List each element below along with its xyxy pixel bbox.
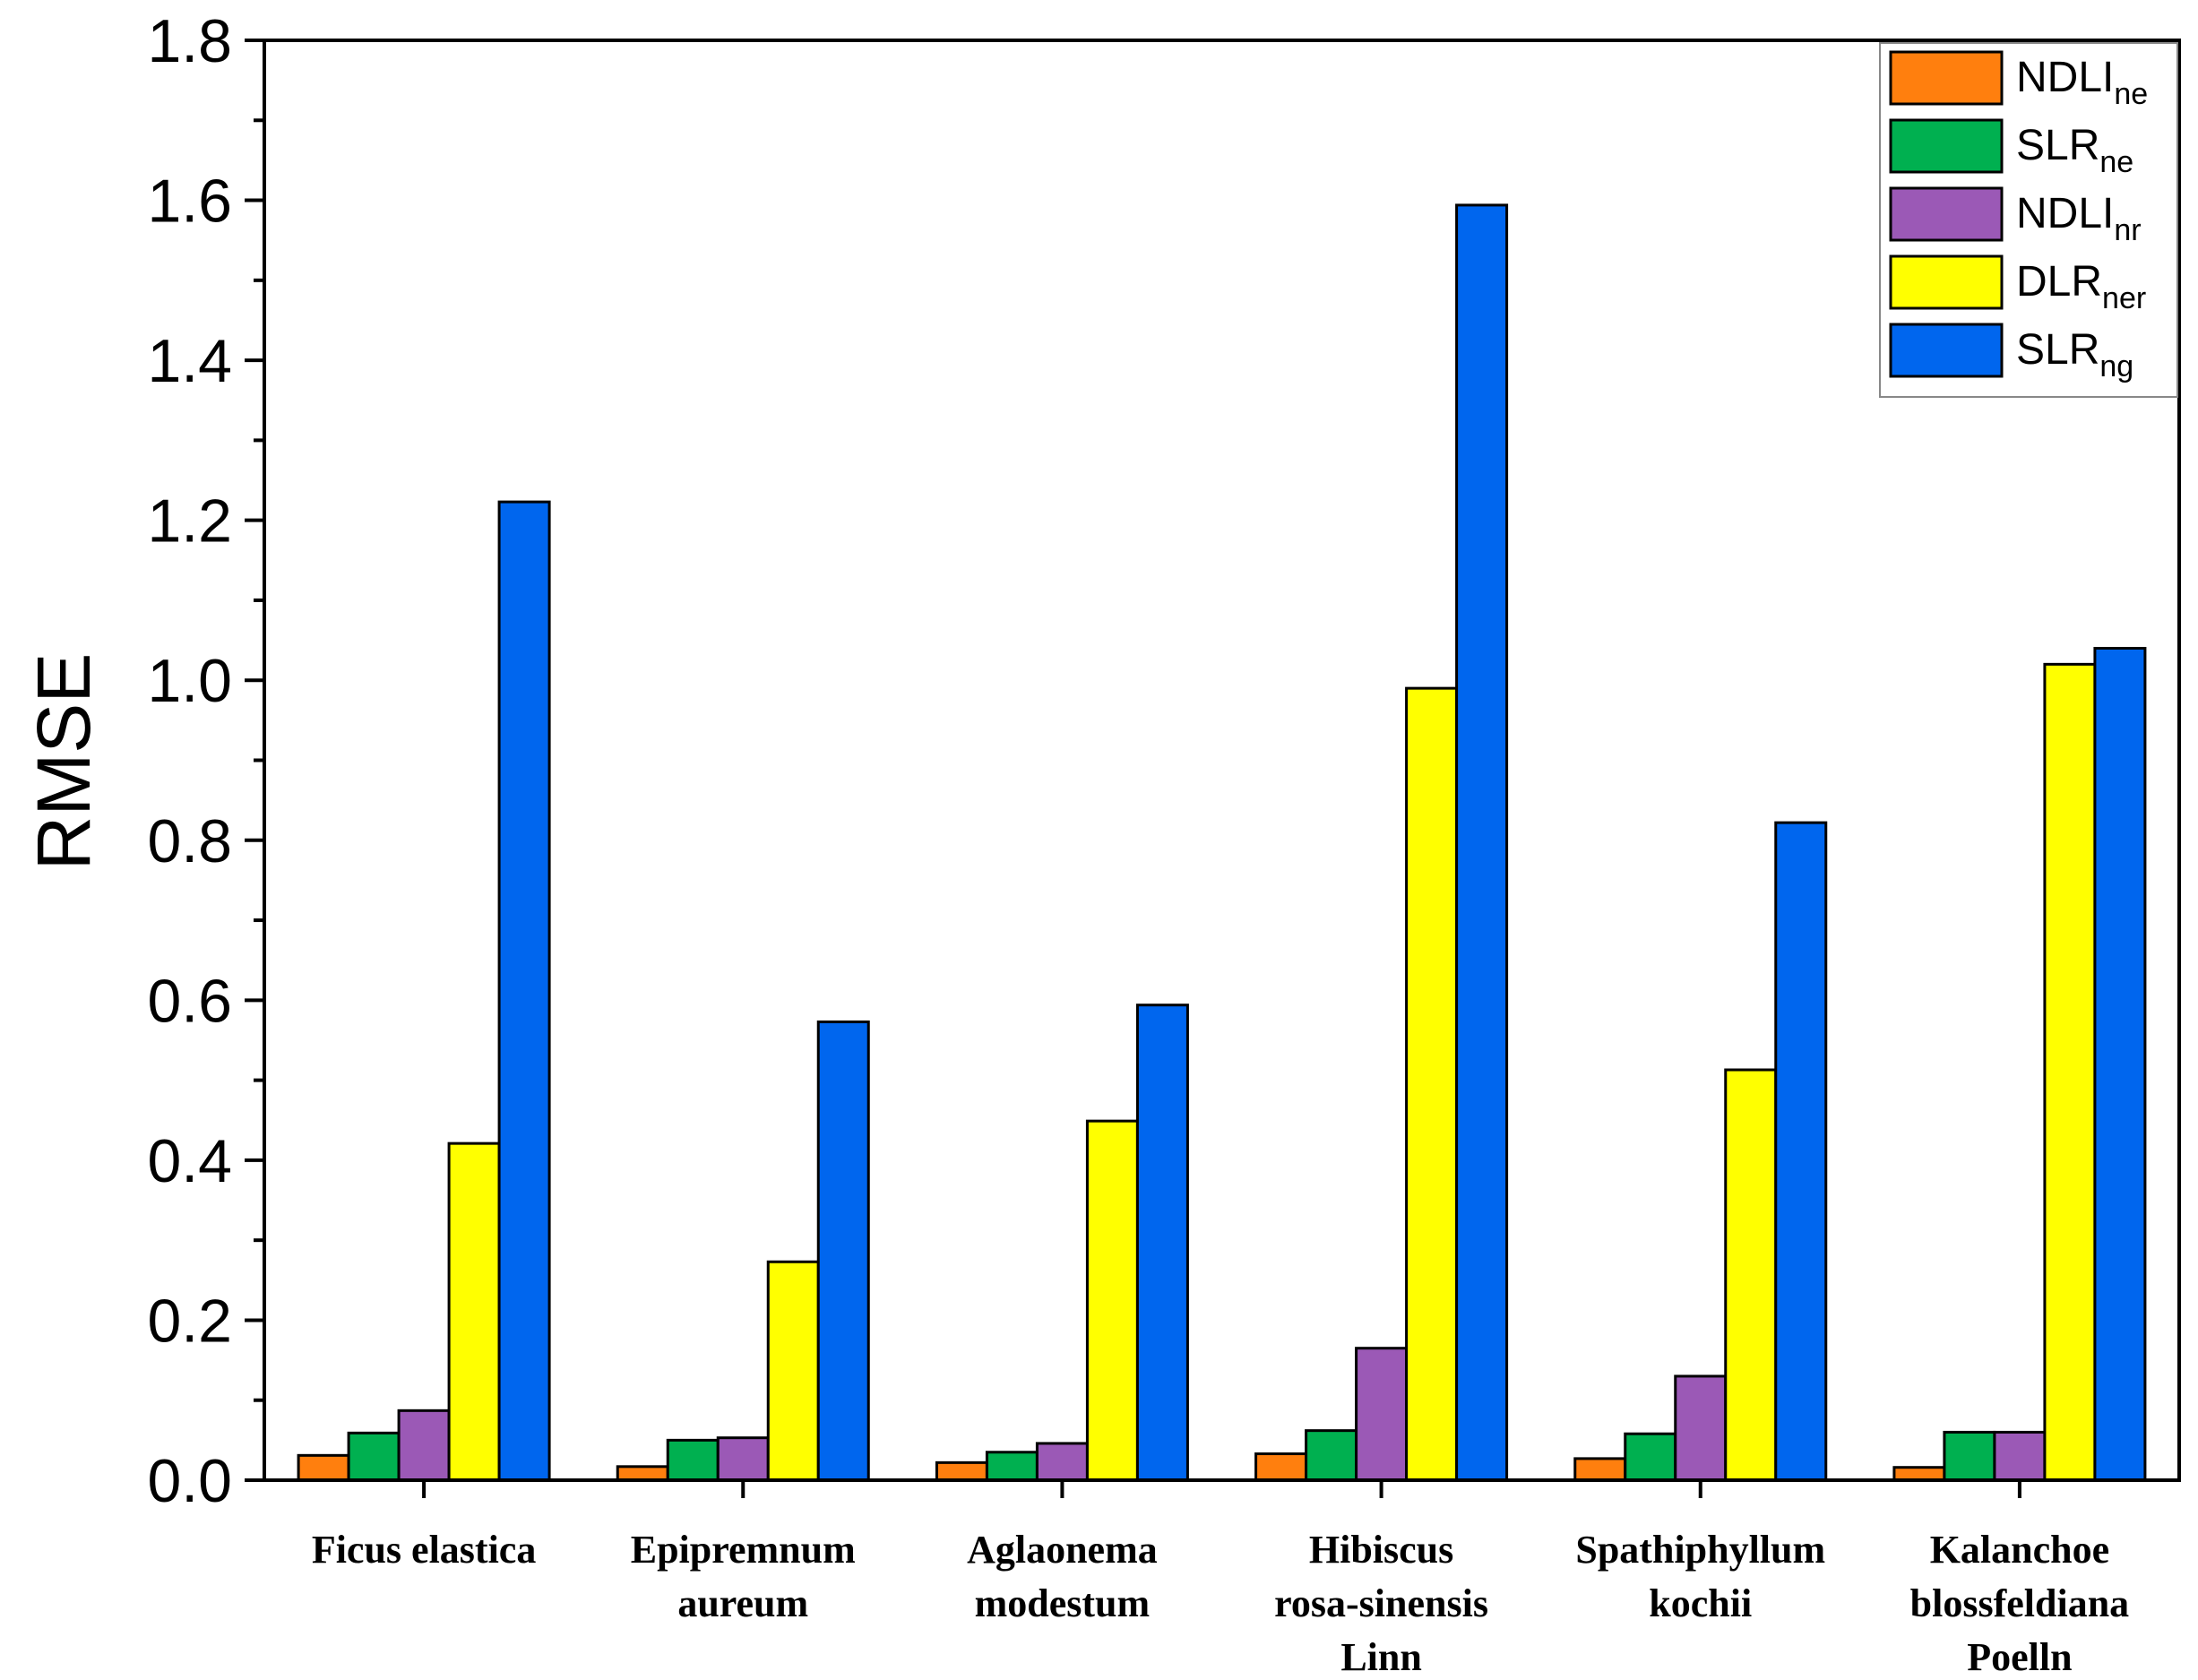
bar-ndli-nr [1993,1430,2047,1482]
bar-ndli-nr [397,1409,451,1482]
bar-dlr-ner [1085,1119,1139,1482]
y-tick-label: 1.4 [147,327,232,395]
bar-slr-ne [1943,1430,1996,1482]
legend-label: NDLIne [2016,54,2148,111]
y-tick-label: 0.0 [147,1447,232,1515]
bar-slr-ng [1455,203,1509,1482]
legend-swatch [1889,118,2004,174]
bar-slr-ng [1135,1004,1189,1482]
bar-ndli-nr [716,1436,770,1482]
bar-slr-ng [816,1020,870,1482]
y-tick-label: 1.8 [147,7,232,75]
bar-slr-ne [347,1431,401,1482]
x-category-label: Aglaonema modestum [967,1528,1158,1625]
y-tick-label: 1.2 [147,487,232,556]
y-tick-label: 0.2 [147,1287,232,1355]
bar-ndli-ne [1892,1466,1946,1482]
y-axis-title: RMSE [22,653,106,871]
legend-swatch [1889,50,2004,106]
y-tick-label: 0.6 [147,967,232,1035]
bar-ndli-ne [616,1465,669,1482]
bar-slr-ng [2093,647,2147,1482]
y-tick-label: 0.4 [147,1127,232,1195]
y-axis: 0.0 0.2 0.4 0.6 0.8 1.0 1.2 1.4 1.6 1.8 [147,7,264,1515]
legend-swatch [1889,186,2004,242]
bar-ndli-ne [297,1453,350,1482]
bar-ndli-ne [1573,1457,1627,1482]
bar-ndli-ne [1254,1452,1308,1482]
x-category-label: Hibiscus rosa-sinensis Linn [1274,1528,1488,1679]
bar-slr-ne [1305,1429,1358,1482]
bar-slr-ng [497,500,551,1482]
legend: NDLIne SLRne NDLInr DLRner SLRng [1879,42,2178,398]
bar-dlr-ner [1405,686,1459,1482]
y-tick-label: 1.0 [147,647,232,715]
bar-slr-ne [985,1451,1039,1482]
bar-slr-ne [1624,1432,1677,1482]
bar-slr-ne [666,1438,720,1482]
legend-label: SLRne [2016,122,2133,179]
legend-label: SLRng [2016,326,2133,383]
bar-ndli-nr [1035,1442,1089,1482]
legend-swatch [1889,323,2004,378]
bar-dlr-ner [2043,662,2097,1482]
bar-dlr-ner [766,1260,820,1482]
legend-swatch [1889,254,2004,310]
legend-label: NDLInr [2016,190,2142,247]
legend-label: DLRner [2016,258,2146,315]
bar-dlr-ner [447,1142,501,1482]
bar-ndli-nr [1355,1347,1409,1482]
bar-ndli-nr [1674,1374,1728,1482]
bar-ndli-ne [935,1460,988,1482]
x-axis: Ficus elastica Epipremnum aureum Aglaonema m… [312,1480,2129,1679]
bar-slr-ng [1774,821,1828,1482]
x-category-label: Epipremnum aureum [631,1528,856,1625]
bars-layer [297,203,2147,1482]
bar-dlr-ner [1724,1068,1778,1482]
x-category-label: Kalanchoe blossfeldiana Poelln [1910,1528,2130,1679]
x-category-label: Spathiphyllum kochii [1575,1528,1825,1625]
y-tick-label: 1.6 [147,168,232,236]
y-tick-label: 0.8 [147,807,232,875]
x-category-label: Ficus elastica [312,1528,537,1572]
